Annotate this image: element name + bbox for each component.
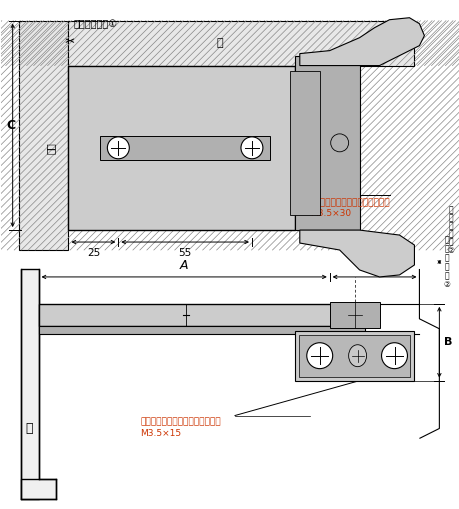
Text: C: C — [6, 119, 15, 132]
Circle shape — [330, 134, 348, 152]
Bar — [294, 331, 414, 381]
Circle shape — [306, 343, 332, 369]
Bar — [298, 335, 409, 377]
Polygon shape — [299, 230, 414, 277]
Text: 38: 38 — [367, 262, 381, 272]
Ellipse shape — [348, 345, 366, 366]
Text: き: き — [448, 221, 453, 231]
Text: A: A — [179, 259, 188, 272]
Polygon shape — [299, 18, 424, 66]
Bar — [21, 269, 39, 499]
Text: す: す — [448, 214, 453, 222]
Text: 枠: 枠 — [26, 422, 33, 435]
Bar — [68, 21, 414, 66]
Text: B: B — [443, 337, 452, 347]
Text: 戸先すき間量①: 戸先すき間量① — [73, 19, 117, 29]
Text: 十字穴付バインドタッピングねじ: 十字穴付バインドタッピングねじ — [140, 417, 220, 427]
Text: 十字穴付バインドタッピングねじ: 十字穴付バインドタッピングねじ — [309, 198, 390, 207]
Bar — [329, 302, 379, 328]
Text: き: き — [444, 253, 449, 262]
Text: ②: ② — [447, 245, 454, 254]
Bar — [294, 55, 359, 230]
Text: 25: 25 — [87, 248, 100, 258]
Text: 量: 量 — [448, 238, 453, 246]
Circle shape — [241, 137, 263, 159]
Text: 側板: 側板 — [45, 142, 56, 154]
Text: 間: 間 — [448, 230, 453, 239]
Bar — [21, 479, 56, 499]
Bar — [68, 66, 294, 230]
Text: 55: 55 — [178, 248, 191, 258]
Text: 扉: 扉 — [216, 38, 223, 48]
Bar — [39, 304, 334, 326]
Circle shape — [381, 343, 407, 369]
Text: 竪: 竪 — [448, 206, 453, 215]
Bar — [289, 71, 319, 215]
Text: M3.5×30: M3.5×30 — [309, 209, 350, 218]
Text: ②: ② — [443, 280, 450, 289]
Text: 竪: 竪 — [444, 235, 449, 244]
Bar — [100, 136, 269, 160]
Text: 量: 量 — [444, 271, 449, 280]
Text: 間: 間 — [444, 262, 449, 271]
Circle shape — [107, 137, 129, 159]
Text: M3.5×15: M3.5×15 — [140, 430, 181, 438]
Bar — [19, 21, 68, 250]
Bar — [39, 326, 364, 334]
Text: す: す — [444, 244, 449, 253]
